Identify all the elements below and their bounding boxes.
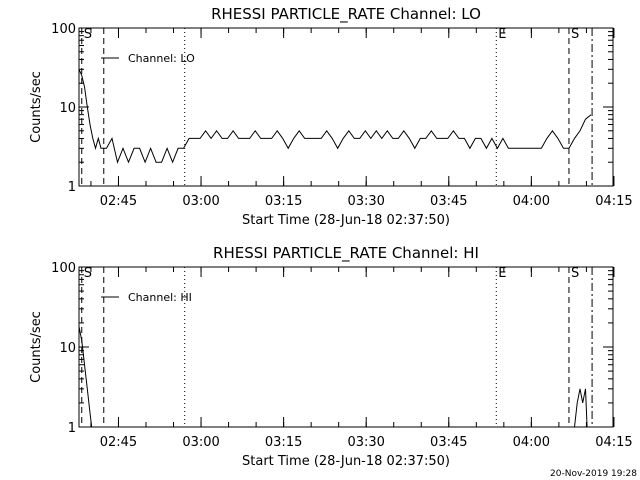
y-tick-label: 1 xyxy=(68,421,76,436)
chart-title: RHESSI PARTICLE_RATE Channel: HI xyxy=(213,244,479,263)
series-line xyxy=(78,69,592,164)
event-marker-label: E xyxy=(498,266,506,281)
y-tick-label: 100 xyxy=(51,22,76,37)
panel-lo: RHESSI PARTICLE_RATE Channel: LO Start Ti… xyxy=(29,5,633,228)
x-tick-label: 03:15 xyxy=(265,194,302,209)
chart-title: RHESSI PARTICLE_RATE Channel: LO xyxy=(211,5,481,24)
x-tick-label: 04:00 xyxy=(513,194,550,209)
x-tick-label: 03:00 xyxy=(182,435,219,450)
x-tick-label: 02:45 xyxy=(100,435,137,450)
y-tick-label: 1 xyxy=(68,180,76,195)
series-line xyxy=(78,326,588,428)
legend-entry: Channel: LO xyxy=(128,52,195,65)
x-tick-label: 03:30 xyxy=(347,435,384,450)
legend-entry: Channel: HI xyxy=(128,291,192,304)
panel-hi: RHESSI PARTICLE_RATE Channel: HI Start Ti… xyxy=(29,244,633,469)
event-marker-label: S xyxy=(84,27,92,42)
y-axis-label: Counts/sec xyxy=(29,71,44,143)
event-marker-label: S xyxy=(84,266,92,281)
event-marker-label: E xyxy=(498,27,506,42)
x-tick-label: 03:45 xyxy=(430,194,467,209)
x-axis-label: Start Time (28-Jun-18 02:37:50) xyxy=(242,454,450,469)
x-tick-label: 04:15 xyxy=(595,194,632,209)
y-tick-label: 10 xyxy=(59,341,76,356)
y-tick-label: 100 xyxy=(51,261,76,276)
event-marker-label: S xyxy=(571,27,579,42)
y-tick-label: 10 xyxy=(59,101,76,116)
x-tick-label: 03:00 xyxy=(182,194,219,209)
x-axis-label: Start Time (28-Jun-18 02:37:50) xyxy=(242,213,450,228)
y-axis-label: Counts/sec xyxy=(29,311,44,383)
x-tick-label: 02:45 xyxy=(100,194,137,209)
footer-timestamp: 20-Nov-2019 19:28 xyxy=(550,469,637,479)
x-tick-label: 03:15 xyxy=(265,435,302,450)
event-marker-label: S xyxy=(571,266,579,281)
x-tick-label: 04:00 xyxy=(513,435,550,450)
x-tick-label: 04:15 xyxy=(595,435,632,450)
x-tick-label: 03:45 xyxy=(430,435,467,450)
x-tick-label: 03:30 xyxy=(347,194,384,209)
